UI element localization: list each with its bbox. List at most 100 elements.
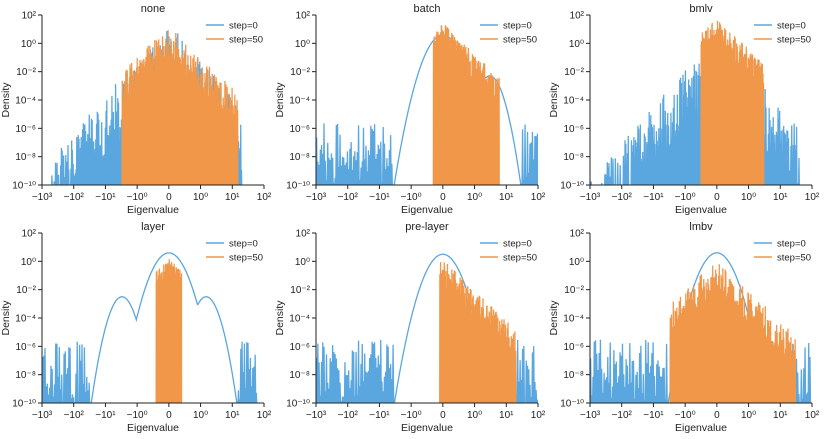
series-line-bmlv-step0 bbox=[590, 42, 800, 185]
x-tick-label: 0 bbox=[714, 192, 720, 203]
y-tick-label: 10⁰ bbox=[21, 39, 36, 50]
series-line-lmbv-step0 bbox=[590, 252, 812, 403]
y-tick-label: 10² bbox=[296, 229, 311, 240]
x-tick-label: 10¹ bbox=[499, 192, 514, 203]
y-tick-label: 10⁻² bbox=[564, 285, 584, 296]
y-tick-label: 10⁻² bbox=[290, 67, 310, 78]
y-axis-label: Density bbox=[274, 82, 286, 118]
legend-label: step=50 bbox=[229, 253, 263, 264]
series-line-bmlv-step50 bbox=[700, 20, 765, 185]
y-tick-label: 10⁻⁴ bbox=[563, 314, 584, 325]
x-tick-label: −10¹ bbox=[643, 192, 664, 203]
x-tick-label: 10² bbox=[805, 410, 820, 421]
panel-layer: −10³ −10² −10¹ −10⁰ 0 10⁰ 10¹ 10² 10⁻¹⁰ 10⁻⁸ 10⁻⁶ 1… bbox=[0, 221, 272, 434]
x-tick-label: −10³ bbox=[306, 192, 327, 203]
x-axis-label: Eigenvalue bbox=[401, 422, 453, 434]
x-tick-label: 10⁰ bbox=[741, 192, 756, 203]
y-tick-label: 10⁻⁶ bbox=[15, 342, 36, 353]
x-tick-label: 10¹ bbox=[225, 410, 240, 421]
x-tick-label: 10² bbox=[805, 192, 820, 203]
x-tick-label: 10⁰ bbox=[193, 410, 208, 421]
x-tick-label: −10¹ bbox=[95, 192, 116, 203]
y-tick-label: 10⁻⁸ bbox=[15, 152, 36, 163]
x-tick-label: 10¹ bbox=[499, 410, 514, 421]
x-tick-label: −10² bbox=[612, 192, 633, 203]
x-tick-label: −10¹ bbox=[95, 410, 116, 421]
x-tick-label: −10⁰ bbox=[127, 410, 148, 421]
x-tick-label: 10⁰ bbox=[467, 192, 482, 203]
y-tick-label: 10⁻⁶ bbox=[563, 342, 584, 353]
y-tick-label: 10⁰ bbox=[295, 257, 310, 268]
y-tick-label: 10⁻¹⁰ bbox=[12, 399, 36, 410]
y-tick-label: 10⁰ bbox=[21, 257, 36, 268]
panel-title: bmlv bbox=[689, 3, 713, 15]
y-tick-label: 10⁻¹⁰ bbox=[560, 181, 584, 192]
legend-label: step=50 bbox=[503, 253, 537, 264]
y-axis-label: Density bbox=[0, 82, 12, 118]
x-axis-label: Eigenvalue bbox=[127, 422, 179, 434]
legend-label: step=0 bbox=[503, 21, 532, 32]
y-tick-label: 10⁻⁴ bbox=[15, 96, 36, 107]
x-tick-label: −10⁰ bbox=[401, 192, 422, 203]
y-tick-label: 10⁻¹⁰ bbox=[286, 181, 310, 192]
y-tick-label: 10² bbox=[22, 229, 37, 240]
y-tick-label: 10⁻⁸ bbox=[15, 370, 36, 381]
x-tick-label: −10³ bbox=[580, 410, 601, 421]
x-axis-label: Eigenvalue bbox=[127, 204, 179, 216]
x-tick-label: 10⁰ bbox=[741, 410, 756, 421]
y-axis-label: Density bbox=[548, 300, 560, 336]
y-tick-label: 10⁻⁶ bbox=[289, 124, 310, 135]
legend-label: step=50 bbox=[777, 253, 811, 264]
x-tick-label: −10¹ bbox=[369, 410, 390, 421]
y-tick-label: 10⁻⁶ bbox=[15, 124, 36, 135]
x-tick-label: −10² bbox=[338, 192, 359, 203]
panel-bmlv: −10³ −10² −10¹ −10⁰ 0 10⁰ 10¹ 10² 10⁻¹⁰ 10⁻⁸ 10⁻⁶ 1… bbox=[548, 3, 820, 216]
panel-batch: −10³ −10² −10¹ −10⁰ 0 10⁰ 10¹ 10² 10⁻¹⁰ 10⁻⁸ 10⁻⁶ 1… bbox=[274, 3, 546, 216]
legend-label: step=0 bbox=[777, 239, 806, 250]
y-axis-label: Density bbox=[0, 300, 12, 336]
panel-title: pre-layer bbox=[405, 221, 449, 233]
panel-title: batch bbox=[414, 3, 441, 15]
series-line-pre-layer-step0 bbox=[316, 253, 538, 403]
x-tick-label: 0 bbox=[440, 192, 446, 203]
x-tick-label: 10⁰ bbox=[467, 410, 482, 421]
y-tick-label: 10⁻⁴ bbox=[289, 314, 310, 325]
x-tick-label: −10⁰ bbox=[675, 192, 696, 203]
panel-title: layer bbox=[141, 221, 165, 233]
x-tick-label: 10² bbox=[257, 192, 272, 203]
series-line-batch-step0 bbox=[316, 34, 538, 185]
x-tick-label: 10¹ bbox=[225, 192, 240, 203]
panel-none: −10³ −10² −10¹ −10⁰ 0 10⁰ 10¹ 10² 10⁻¹⁰ 10⁻⁸ 10⁻⁶ 1… bbox=[0, 3, 272, 216]
x-tick-label: 10² bbox=[531, 410, 546, 421]
y-tick-label: 10⁰ bbox=[569, 257, 584, 268]
x-tick-label: −10¹ bbox=[369, 192, 390, 203]
y-tick-label: 10⁻⁶ bbox=[563, 124, 584, 135]
legend-label: step=0 bbox=[777, 21, 806, 32]
x-tick-label: −10² bbox=[64, 192, 85, 203]
legend-label: step=50 bbox=[229, 35, 263, 46]
series-line-batch-step50 bbox=[432, 25, 500, 185]
legend-label: step=50 bbox=[503, 35, 537, 46]
y-tick-label: 10⁰ bbox=[569, 39, 584, 50]
legend-label: step=0 bbox=[503, 239, 532, 250]
panel-title: none bbox=[141, 3, 165, 15]
x-tick-label: 10² bbox=[531, 192, 546, 203]
x-tick-label: −10² bbox=[612, 410, 633, 421]
panel-title: lmbv bbox=[689, 221, 713, 233]
x-tick-label: 0 bbox=[440, 410, 446, 421]
y-tick-label: 10⁻² bbox=[16, 67, 36, 78]
legend-label: step=50 bbox=[777, 35, 811, 46]
x-tick-label: −10² bbox=[64, 410, 85, 421]
legend-label: step=0 bbox=[229, 239, 258, 250]
y-tick-label: 10² bbox=[296, 11, 311, 22]
x-axis-label: Eigenvalue bbox=[675, 422, 727, 434]
y-tick-label: 10⁻¹⁰ bbox=[560, 399, 584, 410]
x-tick-label: 10⁰ bbox=[193, 192, 208, 203]
series-line-none-step50 bbox=[121, 30, 239, 185]
y-tick-label: 10⁻⁸ bbox=[289, 370, 310, 381]
x-tick-label: −10⁰ bbox=[127, 192, 148, 203]
y-tick-label: 10² bbox=[22, 11, 37, 22]
y-tick-label: 10⁻⁸ bbox=[289, 152, 310, 163]
x-tick-label: 0 bbox=[166, 192, 172, 203]
